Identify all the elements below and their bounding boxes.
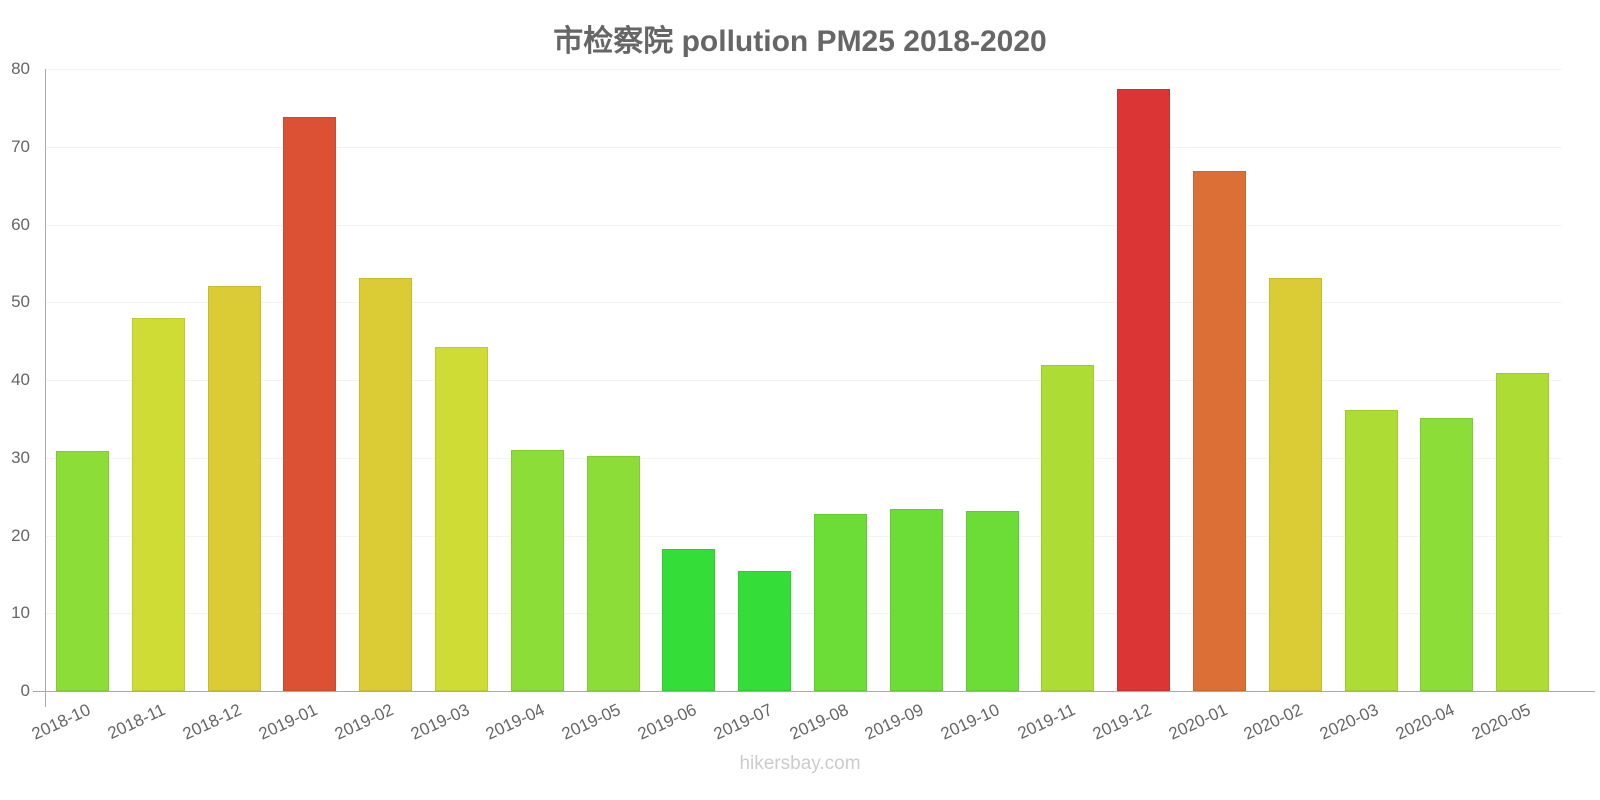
x-tick-label: 2019-12 — [1089, 700, 1155, 744]
bar-2020-04[interactable] — [1420, 418, 1474, 691]
y-tick-label: 10 — [11, 603, 30, 623]
x-tick-label: 2019-11 — [1014, 700, 1079, 744]
y-tick-label: 0 — [20, 681, 30, 700]
bar-2019-04[interactable] — [510, 449, 564, 691]
x-tick-label: 2018-10 — [28, 700, 93, 744]
gridline — [46, 380, 1562, 381]
x-tick-label: 2018-12 — [179, 700, 245, 744]
x-tick-label: 2019-01 — [255, 700, 321, 744]
gridline — [46, 302, 1562, 304]
y-tick-label: 50 — [11, 292, 30, 312]
bar-2020-03[interactable] — [1344, 410, 1398, 691]
x-tick-label: 2020-04 — [1392, 700, 1458, 744]
x-tick-label: 2019-03 — [407, 700, 472, 744]
x-tick-label: 2019-09 — [862, 700, 927, 744]
y-tick-label: 20 — [11, 525, 30, 545]
gridline — [46, 535, 1562, 537]
bar-2020-01[interactable] — [1193, 170, 1246, 691]
x-tick-label: 2020-05 — [1468, 700, 1534, 744]
bar-2019-03[interactable] — [435, 347, 488, 691]
watermark: hikersbay.com — [739, 753, 861, 774]
x-tick-label: 2019-04 — [483, 700, 548, 744]
bar-2019-01[interactable] — [283, 117, 337, 691]
y-tick-mark — [33, 691, 45, 692]
x-tick-label: 2019-06 — [634, 700, 700, 744]
bar-2019-07[interactable] — [738, 571, 792, 691]
chart-title: 市检察院 pollution PM25 2018-2020 — [553, 25, 1047, 58]
bar-2019-10[interactable] — [965, 510, 1019, 691]
gridline — [46, 457, 1562, 459]
y-tick-label: 70 — [11, 136, 30, 156]
gridline — [46, 224, 1562, 226]
bar-2018-12[interactable] — [207, 285, 261, 691]
y-axis — [45, 69, 46, 707]
bar-2019-08[interactable] — [814, 513, 867, 691]
bar-2019-11[interactable] — [1041, 365, 1095, 691]
bar-2019-02[interactable] — [359, 278, 413, 691]
bar-2020-05[interactable] — [1496, 373, 1550, 691]
bar-2019-12[interactable] — [1117, 89, 1171, 691]
bar-2018-11[interactable] — [131, 317, 185, 691]
x-tick-label: 2019-10 — [937, 700, 1003, 744]
y-tick-label: 40 — [11, 370, 30, 389]
x-tick-label: 2019-08 — [786, 700, 851, 744]
y-tick-label: 80 — [11, 59, 30, 78]
gridline — [46, 146, 1562, 148]
x-tick-label: 2020-03 — [1316, 700, 1382, 744]
bar-2019-06[interactable] — [662, 549, 716, 691]
x-tick-label: 2019-07 — [710, 700, 776, 744]
x-tick-label: 2018-11 — [105, 700, 169, 744]
x-tick-label: 2020-01 — [1165, 700, 1230, 744]
x-axis — [33, 691, 1595, 692]
gridline — [46, 69, 1562, 70]
x-tick-label: 2020-02 — [1241, 700, 1306, 744]
y-tick-label: 60 — [11, 214, 30, 234]
gridline — [46, 613, 1562, 615]
bar-2018-10[interactable] — [56, 450, 109, 691]
bar-2019-05[interactable] — [586, 456, 640, 691]
x-tick-label: 2019-05 — [558, 700, 624, 744]
x-tick-label: 2019-02 — [331, 700, 397, 744]
bar-2020-02[interactable] — [1268, 278, 1322, 691]
bar-2019-09[interactable] — [889, 509, 943, 691]
y-tick-label: 30 — [11, 447, 30, 467]
